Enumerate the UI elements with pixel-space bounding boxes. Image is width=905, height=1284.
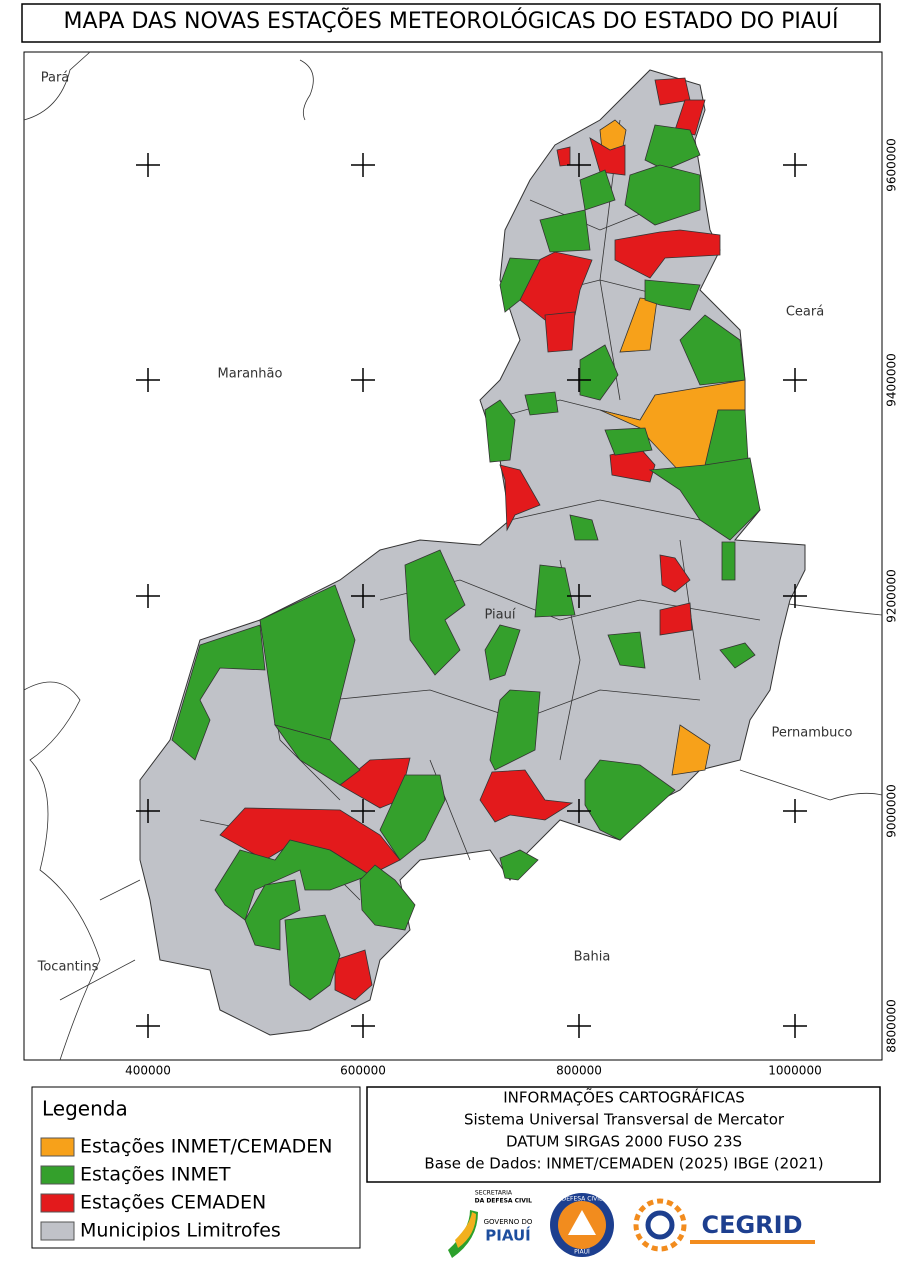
cegrid-mark <box>633 1198 687 1252</box>
title-box <box>21 3 881 43</box>
logo-text: CEGRID <box>701 1211 802 1239</box>
info-box <box>366 1086 881 1183</box>
station-area <box>544 311 576 353</box>
info-line: Sistema Universal Transversal de Mercato… <box>464 1111 785 1129</box>
logo-shape <box>455 1212 476 1248</box>
legend-swatch <box>40 1165 75 1185</box>
station-area <box>484 624 521 681</box>
legend: Estações INMET/CEMADEN Estações INMET Esta… <box>40 1136 332 1242</box>
station-area <box>644 124 701 171</box>
logo-text: PIAUÍ <box>574 1249 590 1256</box>
legend-label: Estações INMET/CEMADEN <box>80 1136 332 1158</box>
x-coordinate-label: 400000 <box>125 1064 171 1078</box>
station-area <box>519 251 593 321</box>
station-area <box>244 879 301 951</box>
station-area <box>607 631 646 669</box>
station-area <box>624 164 701 226</box>
info-line: DATUM SIRGAS 2000 FUSO 23S <box>506 1133 742 1151</box>
station-area <box>284 914 341 1001</box>
info-line: Base de Dados: INMET/CEMADEN (2025) IBGE… <box>424 1155 823 1173</box>
region-label: Pará <box>41 71 70 86</box>
station-area <box>719 642 756 669</box>
legend-swatch <box>40 1193 75 1213</box>
station-area <box>579 344 619 401</box>
x-coordinate-label: 1000000 <box>768 1064 821 1078</box>
logo-text: PIAUÍ <box>485 1226 531 1245</box>
info-title: INFORMAÇÕES CARTOGRÁFICAS <box>503 1088 745 1107</box>
station-area <box>569 514 599 541</box>
station-area <box>334 949 373 1001</box>
station-area <box>479 769 574 823</box>
cegrid-mark <box>645 1210 675 1240</box>
logo-text: DA DEFESA CIVIL <box>475 1198 533 1205</box>
state-border <box>23 51 91 121</box>
title: MAPA DAS NOVAS ESTAÇÕES METEOROLÓGICAS D… <box>64 7 839 34</box>
legend-label: Estações INMET <box>80 1164 231 1186</box>
x-coordinate-label: 800000 <box>556 1064 602 1078</box>
station-area <box>589 137 626 176</box>
station-area <box>259 584 356 741</box>
station-area <box>584 759 676 841</box>
station-area <box>524 391 559 416</box>
region-label: Piauí <box>485 608 516 623</box>
region-label: Bahia <box>574 950 611 965</box>
station-area <box>484 399 516 463</box>
logo-text: GOVERNO DO <box>484 1218 533 1226</box>
station-area <box>499 464 541 532</box>
region-label: Tocantins <box>37 960 99 975</box>
station-area <box>379 774 446 861</box>
station-area <box>171 624 266 761</box>
region-label: Pernambuco <box>772 726 853 741</box>
legend-title: Legenda <box>42 1097 128 1121</box>
legend-label: Estações CEMADEN <box>80 1192 266 1214</box>
y-coordinate-label: 9400000 <box>885 353 899 406</box>
station-area <box>648 457 761 541</box>
logo-text: DEFESA CIVIL <box>562 1196 603 1203</box>
region-label: Ceará <box>786 305 824 320</box>
station-area <box>499 257 541 313</box>
state-border <box>739 769 883 801</box>
station-area <box>614 229 721 279</box>
stations <box>171 77 761 1001</box>
legend-swatch <box>40 1221 75 1241</box>
station-area <box>604 427 653 456</box>
station-area <box>579 169 616 211</box>
station-area <box>659 602 693 636</box>
station-area <box>671 724 711 776</box>
info-lines: Sistema Universal Transversal de Mercato… <box>424 1111 823 1173</box>
coast <box>299 59 314 121</box>
y-coordinate-label: 9200000 <box>885 569 899 622</box>
coordinate-labels: 400000 600000 800000 1000000 9600000 9400000 9… <box>125 138 898 1077</box>
station-area <box>659 554 691 593</box>
badge-triangle <box>568 1210 596 1235</box>
y-coordinate-label: 8800000 <box>885 999 899 1052</box>
station-area <box>359 864 416 931</box>
state-border <box>23 681 101 1061</box>
y-coordinate-label: 9600000 <box>885 138 899 191</box>
legend-label: Municipios Limitrofes <box>80 1220 281 1242</box>
cegrid-bar <box>690 1240 815 1244</box>
station-area <box>674 99 706 136</box>
station-area <box>721 541 736 581</box>
x-coordinate-label: 600000 <box>340 1064 386 1078</box>
station-area <box>534 564 576 618</box>
station-area <box>274 724 361 786</box>
station-area <box>489 689 541 771</box>
state-border <box>59 879 141 1001</box>
legend-box <box>31 1086 361 1249</box>
station-area <box>679 314 746 386</box>
legend-swatch <box>40 1137 75 1157</box>
region-label: Maranhão <box>218 367 283 382</box>
station-area <box>404 549 466 676</box>
y-coordinate-label: 9000000 <box>885 784 899 837</box>
logo-text: SECRETARIA <box>475 1190 513 1197</box>
station-area <box>539 209 591 253</box>
logos: SECRETARIA DA DEFESA CIVIL GOVERNO DO PI… <box>448 1190 815 1258</box>
station-area <box>644 279 701 311</box>
station-area <box>499 849 539 881</box>
graticule <box>136 153 807 1038</box>
